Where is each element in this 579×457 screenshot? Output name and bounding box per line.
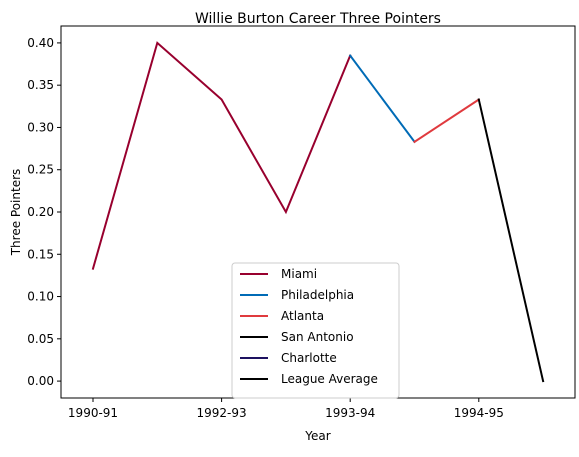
legend-label-philadelphia: Philadelphia <box>281 288 354 302</box>
y-tick-label: 0.20 <box>27 205 54 219</box>
y-axis: 0.00 0.05 0.10 0.15 0.20 0.25 0.30 0.35 0.40 <box>27 36 61 388</box>
x-tick-label: 1990-91 <box>68 406 118 420</box>
x-tick-label: 1994-95 <box>454 406 504 420</box>
legend-label-charlotte: Charlotte <box>281 351 337 365</box>
y-tick-label: 0.00 <box>27 374 54 388</box>
legend-label-miami: Miami <box>281 267 317 281</box>
x-axis-label: Year <box>304 429 330 443</box>
chart-title: Willie Burton Career Three Pointers <box>195 11 441 27</box>
y-tick-label: 0.10 <box>27 290 54 304</box>
series-lines <box>91 41 545 383</box>
legend-box <box>231 262 400 399</box>
y-tick-label: 0.30 <box>27 120 54 134</box>
y-tick-label: 0.05 <box>27 332 54 346</box>
legend: Miami Philadelphia Atlanta San Antonio Charl… <box>231 262 400 399</box>
x-tick-label: 1993-94 <box>325 406 375 420</box>
y-tick-label: 0.40 <box>27 36 54 50</box>
y-tick-label: 0.35 <box>27 78 54 92</box>
series-line-atlanta <box>413 98 481 144</box>
legend-label-san-antonio: San Antonio <box>281 330 354 344</box>
series-line-san-antonio <box>477 98 545 383</box>
legend-label-league-average: League Average <box>281 372 378 386</box>
y-tick-label: 0.15 <box>27 247 54 261</box>
series-line-miami <box>91 41 352 270</box>
series-line-philadelphia <box>348 54 416 144</box>
legend-label-atlanta: Atlanta <box>281 309 324 323</box>
y-axis-label: Three Pointers <box>9 169 23 257</box>
y-tick-label: 0.25 <box>27 163 54 177</box>
x-tick-label: 1992-93 <box>197 406 247 420</box>
